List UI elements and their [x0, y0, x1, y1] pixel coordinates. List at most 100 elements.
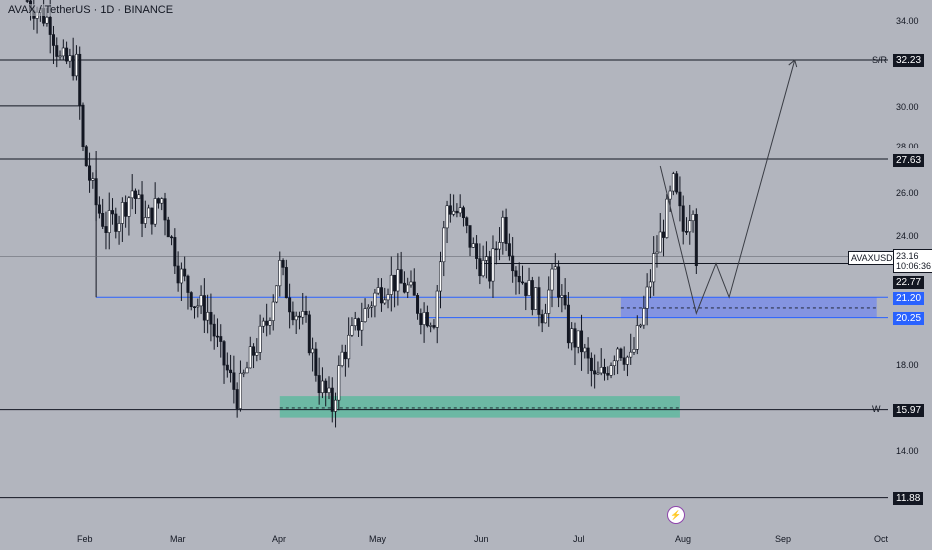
candle-body	[25, 0, 29, 2]
candle-body	[379, 287, 383, 304]
candle-body	[553, 266, 557, 270]
last-price-badge: 23.16 10:06:36	[893, 249, 932, 273]
candle-body	[409, 281, 413, 286]
price-axis[interactable]	[862, 0, 932, 550]
candle-body	[635, 325, 639, 350]
lightning-icon[interactable]: ⚡	[667, 506, 685, 524]
time-label-feb: Feb	[77, 534, 93, 544]
candle-body	[81, 104, 85, 148]
candle-body	[48, 16, 52, 35]
candle-body	[550, 268, 554, 291]
candle-body	[596, 372, 600, 375]
level-badge-32-23: 32.23	[893, 54, 925, 67]
candle-body	[160, 198, 164, 204]
candle-body	[117, 223, 121, 232]
candle-body	[255, 352, 259, 356]
candle-body	[140, 194, 144, 224]
candle-body	[97, 204, 101, 214]
candles-layer	[25, 0, 698, 428]
candle-body	[304, 311, 308, 316]
symbol-title[interactable]: AVAX / TetherUS · 1D · BINANCE	[6, 4, 176, 16]
candle-body	[363, 308, 367, 322]
candle-body	[311, 348, 315, 354]
candle-body	[51, 34, 55, 46]
candle-body	[517, 275, 521, 283]
candle-body	[399, 269, 403, 284]
candle-body	[478, 258, 482, 277]
candle-body	[173, 237, 177, 267]
candle-body	[629, 351, 633, 358]
candle-body	[662, 231, 666, 238]
candle-body	[524, 282, 528, 296]
candle-body	[61, 47, 65, 57]
candle-body	[530, 280, 534, 310]
projection-arrowhead	[788, 59, 798, 68]
time-label-jun: Jun	[474, 534, 489, 544]
candle-body	[111, 210, 115, 215]
symbol-price-label: AVAXUSDT	[848, 251, 902, 265]
candle-body	[265, 320, 269, 326]
candle-body	[193, 306, 197, 309]
time-label-may: May	[369, 534, 387, 544]
candle-body	[45, 16, 49, 24]
candle-body	[133, 190, 137, 199]
candle-body	[327, 387, 331, 393]
candle-body	[301, 311, 305, 318]
candle-body	[507, 243, 511, 257]
candle-body	[455, 210, 459, 214]
zones-layer	[279, 297, 877, 418]
candle-body	[484, 256, 488, 261]
candle-body	[442, 227, 446, 263]
candle-body	[557, 266, 561, 298]
candle-body	[317, 375, 321, 394]
candle-body	[461, 207, 465, 219]
candle-body	[156, 198, 160, 204]
candle-body	[393, 274, 397, 292]
level-badge-20-25: 20.25	[893, 312, 925, 325]
candle-body	[275, 285, 279, 303]
candle-body	[694, 214, 698, 266]
candle-body	[209, 311, 213, 325]
candle-body	[78, 53, 82, 106]
candle-body	[471, 243, 475, 248]
candle-body	[684, 231, 688, 233]
candle-body	[284, 267, 288, 299]
candle-body	[402, 282, 406, 293]
candle-body	[288, 297, 292, 313]
candle-body	[520, 281, 524, 284]
candle-body	[242, 372, 246, 375]
levels-layer	[0, 59, 888, 499]
candle-body	[671, 173, 675, 192]
candle-body	[334, 399, 338, 412]
candle-body	[232, 372, 236, 390]
candle-body	[511, 255, 515, 272]
candle-body	[422, 312, 426, 325]
candle-body	[176, 265, 180, 284]
time-label-aug: Aug	[675, 534, 692, 544]
candle-body	[570, 328, 574, 344]
candle-body	[527, 280, 531, 296]
candle-body	[124, 202, 128, 217]
candle-body	[599, 366, 603, 374]
level-badge-22-77: 22.77	[893, 276, 925, 289]
candle-body	[425, 312, 429, 327]
candle-body	[652, 253, 656, 283]
candle-body	[586, 347, 590, 359]
candle-body	[291, 311, 295, 321]
candle-body	[632, 349, 636, 353]
candle-body	[658, 231, 662, 253]
candle-body	[576, 330, 580, 348]
candle-body	[606, 373, 610, 376]
candle-body	[465, 217, 469, 226]
candle-body	[675, 173, 679, 193]
candle-body	[583, 347, 587, 353]
candle-body	[668, 190, 672, 200]
candle-body	[373, 292, 377, 307]
candle-body	[504, 216, 508, 244]
candle-body	[186, 275, 190, 293]
candle-body	[593, 370, 597, 375]
candle-body	[163, 198, 167, 221]
candle-body	[429, 325, 433, 327]
candle-body	[294, 315, 298, 321]
